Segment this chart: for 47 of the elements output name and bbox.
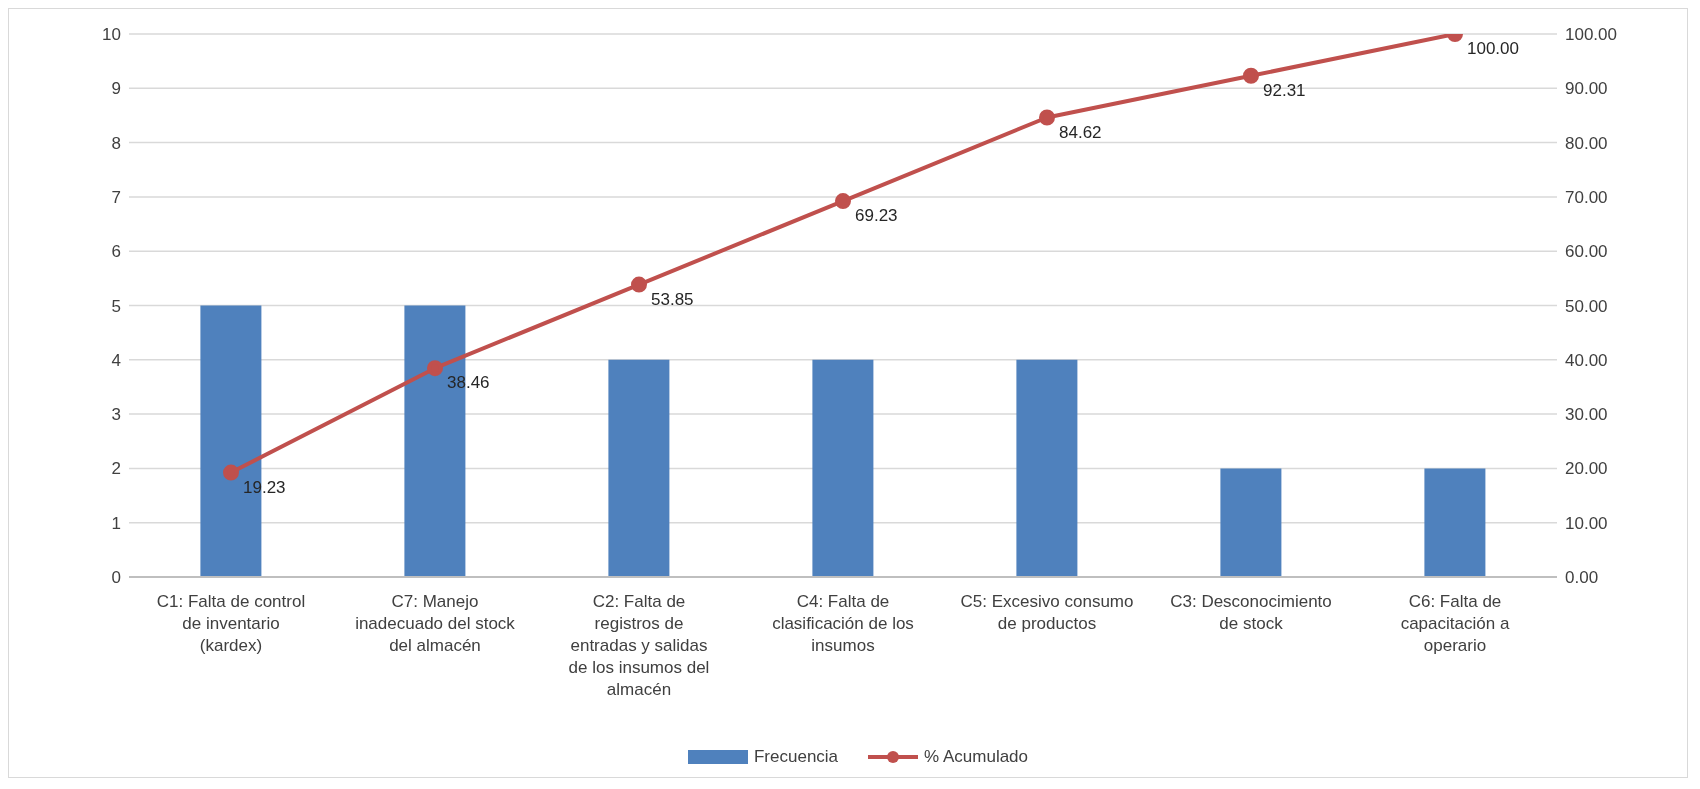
y-tick-label: 5 xyxy=(111,296,121,316)
y2-tick-label: 80.00 xyxy=(1565,133,1608,153)
y2-tick-label: 40.00 xyxy=(1565,350,1608,370)
bar xyxy=(1016,359,1078,577)
bar xyxy=(812,359,874,577)
bar xyxy=(1424,468,1486,577)
data-label: 92.31 xyxy=(1263,80,1306,100)
x-tick-label: C6: Falta de capacitación a operario xyxy=(1400,592,1510,655)
y2-tick-label: 100.00 xyxy=(1565,25,1617,45)
y2-tick-label: 0.00 xyxy=(1565,568,1599,588)
y2-tick-label: 30.00 xyxy=(1565,405,1608,425)
legend-label: Frecuencia xyxy=(753,747,839,767)
data-label: 69.23 xyxy=(855,206,898,226)
y2-tick-label: 20.00 xyxy=(1565,459,1608,479)
y-tick-label: 2 xyxy=(111,459,121,479)
y2-tick-label: 50.00 xyxy=(1565,296,1608,316)
legend-label: % Acumulado xyxy=(924,747,1029,767)
x-tick-label: C1: Falta de control de inventario (kardex) xyxy=(156,592,306,655)
data-label: 84.62 xyxy=(1059,122,1102,142)
point xyxy=(1243,67,1259,84)
y2-tick-label: 70.00 xyxy=(1565,187,1608,207)
x-tick-label: C5: Excesivo consumo de productos xyxy=(960,592,1134,633)
x-tick-label: C4: Falta de clasificación de los insumos xyxy=(772,592,914,655)
point xyxy=(631,276,647,293)
x-tick-label: C7: Manejo inadecuado del stock del almacén xyxy=(355,592,516,655)
y-tick-label: 7 xyxy=(111,187,121,207)
point xyxy=(223,464,239,481)
y-tick-label: 3 xyxy=(111,405,121,425)
y2-tick-label: 10.00 xyxy=(1565,513,1608,533)
y-tick-label: 6 xyxy=(111,242,121,262)
y-tick-label: 9 xyxy=(111,79,121,99)
point xyxy=(1039,109,1055,126)
data-label: 100.00 xyxy=(1467,39,1519,58)
bar xyxy=(608,359,670,577)
x-tick-label: C2: Falta de registros de entradas y salidas de los insumos del almacén xyxy=(568,592,710,699)
bar xyxy=(1220,468,1282,577)
point xyxy=(835,193,851,210)
y2-tick-label: 60.00 xyxy=(1565,242,1608,262)
point xyxy=(427,360,443,377)
y-tick-label: 0 xyxy=(111,568,121,588)
y-tick-label: 10 xyxy=(102,25,121,45)
y-tick-label: 1 xyxy=(111,513,121,533)
y-tick-label: 8 xyxy=(111,133,121,153)
data-label: 53.85 xyxy=(651,289,694,309)
y-tick-label: 4 xyxy=(111,350,121,370)
x-tick-label: C3: Desconocimiento de stock xyxy=(1170,592,1332,633)
y2-tick-label: 90.00 xyxy=(1565,79,1608,99)
